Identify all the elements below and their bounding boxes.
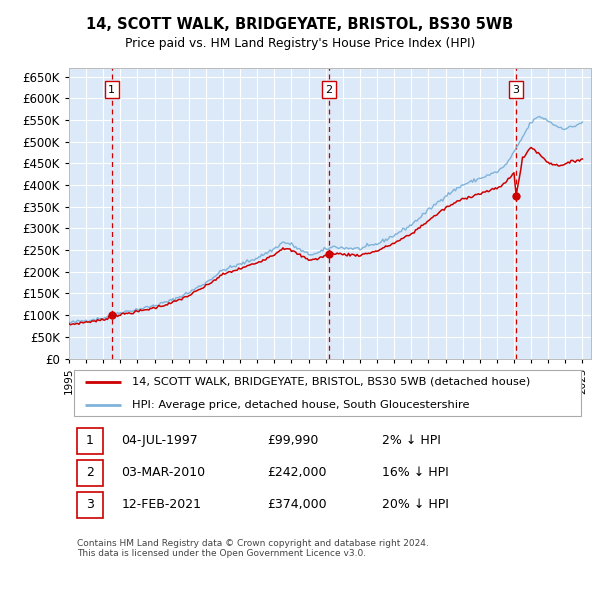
Text: 1: 1: [108, 84, 115, 94]
FancyBboxPatch shape: [77, 460, 103, 486]
Text: 14, SCOTT WALK, BRIDGEYATE, BRISTOL, BS30 5WB: 14, SCOTT WALK, BRIDGEYATE, BRISTOL, BS3…: [86, 17, 514, 32]
Text: 20% ↓ HPI: 20% ↓ HPI: [382, 498, 449, 511]
Text: 03-MAR-2010: 03-MAR-2010: [121, 466, 205, 479]
Text: £374,000: £374,000: [268, 498, 327, 511]
Text: Contains HM Land Registry data © Crown copyright and database right 2024.
This d: Contains HM Land Registry data © Crown c…: [77, 539, 428, 558]
FancyBboxPatch shape: [74, 370, 581, 416]
Text: 14, SCOTT WALK, BRIDGEYATE, BRISTOL, BS30 5WB (detached house): 14, SCOTT WALK, BRIDGEYATE, BRISTOL, BS3…: [131, 376, 530, 386]
FancyBboxPatch shape: [77, 491, 103, 517]
Text: 2% ↓ HPI: 2% ↓ HPI: [382, 434, 441, 447]
Text: 2: 2: [325, 84, 332, 94]
Text: 04-JUL-1997: 04-JUL-1997: [121, 434, 198, 447]
Text: 1: 1: [86, 434, 94, 447]
Text: £242,000: £242,000: [268, 466, 327, 479]
Text: 2: 2: [86, 466, 94, 479]
Text: 3: 3: [86, 498, 94, 511]
Text: 3: 3: [512, 84, 520, 94]
Text: Price paid vs. HM Land Registry's House Price Index (HPI): Price paid vs. HM Land Registry's House …: [125, 37, 475, 50]
Text: 12-FEB-2021: 12-FEB-2021: [121, 498, 201, 511]
Text: 16% ↓ HPI: 16% ↓ HPI: [382, 466, 449, 479]
FancyBboxPatch shape: [77, 428, 103, 454]
Text: HPI: Average price, detached house, South Gloucestershire: HPI: Average price, detached house, Sout…: [131, 399, 469, 409]
Text: £99,990: £99,990: [268, 434, 319, 447]
